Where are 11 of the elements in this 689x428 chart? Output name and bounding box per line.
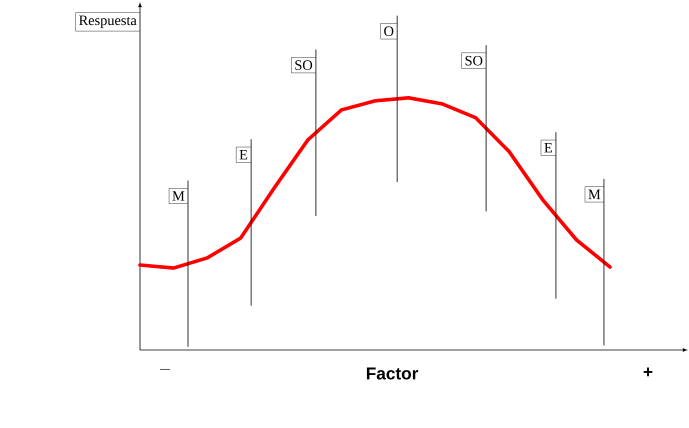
- text: SO: [466, 56, 482, 66]
- annotation: E: [240, 150, 248, 160]
- annotation: M: [588, 190, 600, 200]
- annotation: E: [544, 143, 552, 152]
- annotation: M: [172, 191, 184, 201]
- text: _: [160, 368, 170, 370]
- x-axis-title: Factor: [366, 368, 418, 380]
- text: O: [384, 26, 394, 36]
- text: SO: [295, 60, 312, 70]
- y-axis-title: Respuesta: [79, 16, 137, 28]
- text: +: [644, 368, 652, 376]
